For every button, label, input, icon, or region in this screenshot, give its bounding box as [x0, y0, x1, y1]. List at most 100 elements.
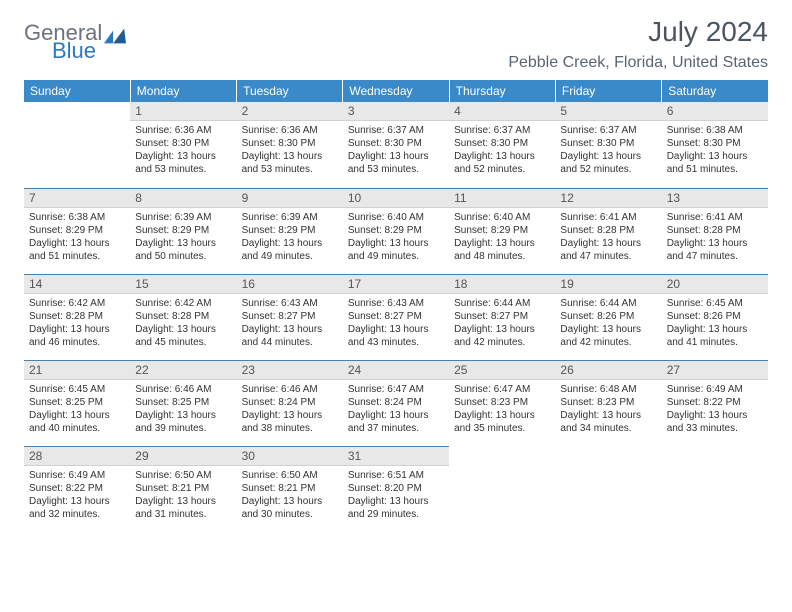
calendar-cell: 11Sunrise: 6:40 AMSunset: 8:29 PMDayligh… [449, 188, 555, 274]
day-number: 10 [343, 188, 449, 208]
calendar-cell: 19Sunrise: 6:44 AMSunset: 8:26 PMDayligh… [555, 274, 661, 360]
calendar-page: GeneralBlue July 2024 Pebble Creek, Flor… [0, 0, 792, 548]
sunrise-text: Sunrise: 6:49 AM [667, 383, 763, 396]
day-number: 26 [555, 360, 661, 380]
day-number: 7 [24, 188, 130, 208]
calendar-cell: 25Sunrise: 6:47 AMSunset: 8:23 PMDayligh… [449, 360, 555, 446]
calendar-table: Sunday Monday Tuesday Wednesday Thursday… [24, 80, 768, 532]
sunrise-text: Sunrise: 6:38 AM [667, 124, 763, 137]
day-detail: Sunrise: 6:48 AMSunset: 8:23 PMDaylight:… [555, 380, 661, 439]
daylight-text: Daylight: 13 hours and 43 minutes. [348, 323, 444, 349]
daylight-text: Daylight: 13 hours and 52 minutes. [454, 150, 550, 176]
day-detail: Sunrise: 6:40 AMSunset: 8:29 PMDaylight:… [343, 208, 449, 267]
sunrise-text: Sunrise: 6:41 AM [560, 211, 656, 224]
calendar-cell: 30Sunrise: 6:50 AMSunset: 8:21 PMDayligh… [237, 446, 343, 532]
day-detail: Sunrise: 6:46 AMSunset: 8:24 PMDaylight:… [237, 380, 343, 439]
daylight-text: Daylight: 13 hours and 53 minutes. [242, 150, 338, 176]
sunset-text: Sunset: 8:23 PM [454, 396, 550, 409]
day-detail: Sunrise: 6:37 AMSunset: 8:30 PMDaylight:… [555, 121, 661, 180]
day-number: 3 [343, 102, 449, 121]
day-detail: Sunrise: 6:49 AMSunset: 8:22 PMDaylight:… [24, 466, 130, 525]
calendar-cell: 17Sunrise: 6:43 AMSunset: 8:27 PMDayligh… [343, 274, 449, 360]
day-detail: Sunrise: 6:46 AMSunset: 8:25 PMDaylight:… [130, 380, 236, 439]
sunrise-text: Sunrise: 6:37 AM [348, 124, 444, 137]
daylight-text: Daylight: 13 hours and 46 minutes. [29, 323, 125, 349]
sunrise-text: Sunrise: 6:47 AM [454, 383, 550, 396]
weekday-header: Monday [130, 80, 236, 102]
daylight-text: Daylight: 13 hours and 53 minutes. [348, 150, 444, 176]
day-detail: Sunrise: 6:45 AMSunset: 8:26 PMDaylight:… [662, 294, 768, 353]
calendar-cell: 28Sunrise: 6:49 AMSunset: 8:22 PMDayligh… [24, 446, 130, 532]
day-number: 24 [343, 360, 449, 380]
day-detail: Sunrise: 6:37 AMSunset: 8:30 PMDaylight:… [343, 121, 449, 180]
sunrise-text: Sunrise: 6:46 AM [135, 383, 231, 396]
day-detail: Sunrise: 6:43 AMSunset: 8:27 PMDaylight:… [343, 294, 449, 353]
sunrise-text: Sunrise: 6:37 AM [560, 124, 656, 137]
sunrise-text: Sunrise: 6:43 AM [242, 297, 338, 310]
sunset-text: Sunset: 8:21 PM [242, 482, 338, 495]
weekday-header-row: Sunday Monday Tuesday Wednesday Thursday… [24, 80, 768, 102]
daylight-text: Daylight: 13 hours and 50 minutes. [135, 237, 231, 263]
sunrise-text: Sunrise: 6:46 AM [242, 383, 338, 396]
daylight-text: Daylight: 13 hours and 48 minutes. [454, 237, 550, 263]
day-detail: Sunrise: 6:43 AMSunset: 8:27 PMDaylight:… [237, 294, 343, 353]
day-detail: Sunrise: 6:47 AMSunset: 8:24 PMDaylight:… [343, 380, 449, 439]
sunrise-text: Sunrise: 6:36 AM [135, 124, 231, 137]
day-detail: Sunrise: 6:39 AMSunset: 8:29 PMDaylight:… [237, 208, 343, 267]
daylight-text: Daylight: 13 hours and 32 minutes. [29, 495, 125, 521]
daylight-text: Daylight: 13 hours and 47 minutes. [560, 237, 656, 263]
sunrise-text: Sunrise: 6:36 AM [242, 124, 338, 137]
sunset-text: Sunset: 8:30 PM [135, 137, 231, 150]
weekday-header: Friday [555, 80, 661, 102]
daylight-text: Daylight: 13 hours and 30 minutes. [242, 495, 338, 521]
sunset-text: Sunset: 8:27 PM [348, 310, 444, 323]
calendar-week-row: 14Sunrise: 6:42 AMSunset: 8:28 PMDayligh… [24, 274, 768, 360]
day-detail: Sunrise: 6:39 AMSunset: 8:29 PMDaylight:… [130, 208, 236, 267]
day-number: 21 [24, 360, 130, 380]
sunrise-text: Sunrise: 6:51 AM [348, 469, 444, 482]
sunrise-text: Sunrise: 6:48 AM [560, 383, 656, 396]
sunset-text: Sunset: 8:22 PM [667, 396, 763, 409]
daylight-text: Daylight: 13 hours and 52 minutes. [560, 150, 656, 176]
daylight-text: Daylight: 13 hours and 51 minutes. [667, 150, 763, 176]
weekday-header: Tuesday [237, 80, 343, 102]
daylight-text: Daylight: 13 hours and 45 minutes. [135, 323, 231, 349]
day-detail: Sunrise: 6:45 AMSunset: 8:25 PMDaylight:… [24, 380, 130, 439]
daylight-text: Daylight: 13 hours and 42 minutes. [454, 323, 550, 349]
sunrise-text: Sunrise: 6:45 AM [667, 297, 763, 310]
sunrise-text: Sunrise: 6:50 AM [242, 469, 338, 482]
calendar-cell: 5Sunrise: 6:37 AMSunset: 8:30 PMDaylight… [555, 102, 661, 188]
calendar-cell: 10Sunrise: 6:40 AMSunset: 8:29 PMDayligh… [343, 188, 449, 274]
calendar-cell: 9Sunrise: 6:39 AMSunset: 8:29 PMDaylight… [237, 188, 343, 274]
day-detail: Sunrise: 6:38 AMSunset: 8:29 PMDaylight:… [24, 208, 130, 267]
day-number: 13 [662, 188, 768, 208]
day-number: 2 [237, 102, 343, 121]
day-detail: Sunrise: 6:50 AMSunset: 8:21 PMDaylight:… [237, 466, 343, 525]
calendar-cell: 1Sunrise: 6:36 AMSunset: 8:30 PMDaylight… [130, 102, 236, 188]
calendar-cell: 8Sunrise: 6:39 AMSunset: 8:29 PMDaylight… [130, 188, 236, 274]
day-number: 25 [449, 360, 555, 380]
daylight-text: Daylight: 13 hours and 51 minutes. [29, 237, 125, 263]
calendar-cell: 7Sunrise: 6:38 AMSunset: 8:29 PMDaylight… [24, 188, 130, 274]
calendar-cell: 27Sunrise: 6:49 AMSunset: 8:22 PMDayligh… [662, 360, 768, 446]
sunset-text: Sunset: 8:28 PM [560, 224, 656, 237]
day-detail: Sunrise: 6:50 AMSunset: 8:21 PMDaylight:… [130, 466, 236, 525]
daylight-text: Daylight: 13 hours and 31 minutes. [135, 495, 231, 521]
sunset-text: Sunset: 8:22 PM [29, 482, 125, 495]
weekday-header: Wednesday [343, 80, 449, 102]
day-detail: Sunrise: 6:38 AMSunset: 8:30 PMDaylight:… [662, 121, 768, 180]
daylight-text: Daylight: 13 hours and 42 minutes. [560, 323, 656, 349]
weekday-header: Thursday [449, 80, 555, 102]
sunset-text: Sunset: 8:28 PM [29, 310, 125, 323]
sunset-text: Sunset: 8:29 PM [29, 224, 125, 237]
calendar-cell: 15Sunrise: 6:42 AMSunset: 8:28 PMDayligh… [130, 274, 236, 360]
calendar-cell: 24Sunrise: 6:47 AMSunset: 8:24 PMDayligh… [343, 360, 449, 446]
brand-logo: GeneralBlue [24, 22, 126, 62]
weekday-header: Saturday [662, 80, 768, 102]
sunset-text: Sunset: 8:30 PM [667, 137, 763, 150]
day-number: 6 [662, 102, 768, 121]
sunrise-text: Sunrise: 6:40 AM [348, 211, 444, 224]
sunset-text: Sunset: 8:20 PM [348, 482, 444, 495]
day-number: 4 [449, 102, 555, 121]
daylight-text: Daylight: 13 hours and 49 minutes. [348, 237, 444, 263]
